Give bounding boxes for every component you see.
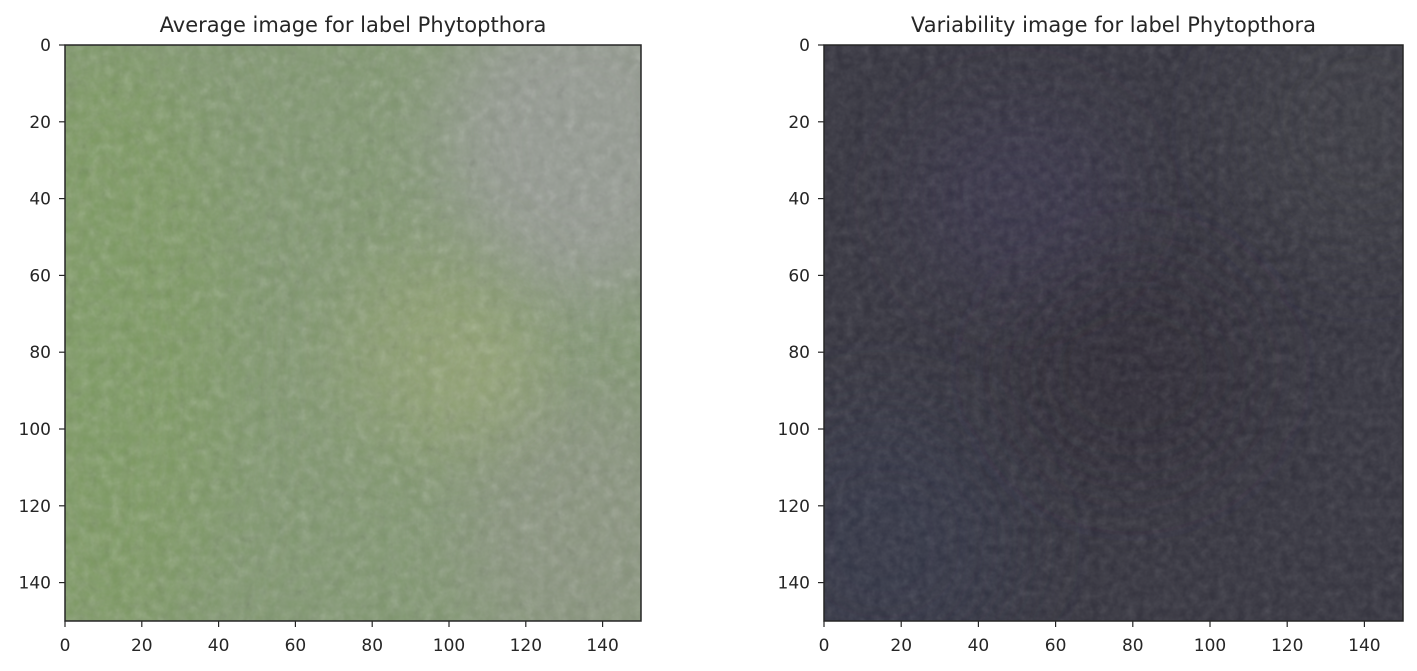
average-image-x-tick-label: 100 — [433, 636, 465, 656]
average-image-x-tick-label: 20 — [131, 636, 153, 656]
average-image-x-tick-label: 120 — [510, 636, 542, 656]
variability-image-x-tick-label: 80 — [1122, 636, 1144, 656]
variability-image-x-tick-label: 120 — [1271, 636, 1303, 656]
variability-image-y-tick-label: 120 — [778, 497, 810, 517]
variability-image-x-tick-label: 40 — [968, 636, 990, 656]
average-image-y-tick-label: 120 — [19, 497, 51, 517]
average-image-frame — [64, 44, 642, 622]
average-image-y-tick-label: 140 — [19, 574, 51, 594]
variability-image-y-tick-label: 100 — [778, 420, 810, 440]
variability-image-y-tick-label: 140 — [778, 574, 810, 594]
average-image-x-tick-label: 140 — [586, 636, 618, 656]
average-image-title: Average image for label Phytopthora — [160, 13, 547, 37]
variability-image-frame — [823, 44, 1404, 622]
average-image-y-tick-label: 60 — [29, 266, 51, 286]
variability-image-y-tick-label: 80 — [788, 343, 810, 363]
variability-image — [824, 45, 1403, 621]
variability-image-title: Variability image for label Phytopthora — [911, 13, 1316, 37]
average-image-x-tick-label: 0 — [60, 636, 71, 656]
average-image-y-tick-label: 0 — [40, 36, 51, 56]
average-image-y-tick-label: 100 — [19, 420, 51, 440]
average-image-y-tick-label: 40 — [29, 190, 51, 210]
average-image — [65, 45, 641, 621]
variability-image-x-tick-label: 0 — [819, 636, 830, 656]
average-image-x-tick-label: 80 — [361, 636, 383, 656]
variability-image-x-tick-label: 140 — [1348, 636, 1380, 656]
average-image-y-ticks: 0 20 40 60 80 100 120 140 — [19, 36, 65, 594]
variability-image-x-tick-label: 20 — [890, 636, 912, 656]
variability-image-y-tick-label: 20 — [788, 113, 810, 133]
variability-image-x-tick-label: 60 — [1045, 636, 1067, 656]
average-image-panel: Average image for label Phytopthora 0 20 4… — [19, 13, 642, 656]
variability-image-panel: Variability image for label Phytopthora … — [778, 13, 1404, 656]
average-image-y-tick-label: 20 — [29, 113, 51, 133]
variability-image-y-tick-label: 40 — [788, 190, 810, 210]
average-image-x-tick-label: 60 — [285, 636, 307, 656]
variability-image-y-tick-label: 0 — [799, 36, 810, 56]
variability-image-x-tick-label: 100 — [1194, 636, 1226, 656]
average-image-y-tick-label: 80 — [29, 343, 51, 363]
variability-image-noise — [824, 45, 1403, 621]
variability-image-x-ticks: 0 20 40 60 80 100 120 140 — [819, 621, 1381, 656]
variability-image-y-tick-label: 60 — [788, 266, 810, 286]
average-image-x-tick-label: 40 — [208, 636, 230, 656]
average-image-noise — [65, 45, 641, 621]
average-image-x-ticks: 0 20 40 60 80 100 120 140 — [60, 621, 619, 656]
variability-image-y-ticks: 0 20 40 60 80 100 120 140 — [778, 36, 824, 594]
